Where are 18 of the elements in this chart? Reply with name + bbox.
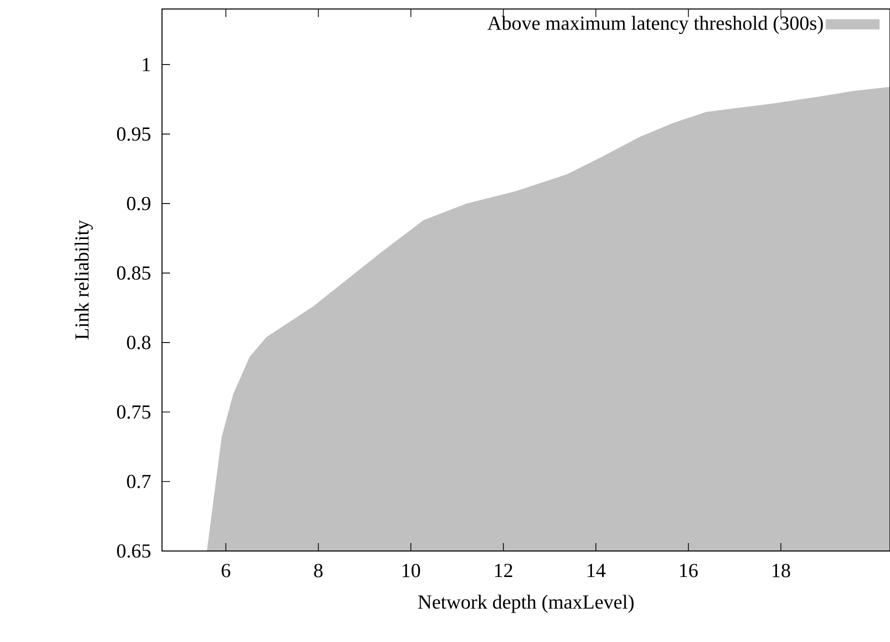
x-tick-label: 16 <box>680 564 698 578</box>
y-tick-label: 0.7 <box>127 474 151 488</box>
x-tick-label: 8 <box>314 564 323 578</box>
x-tick-label: 18 <box>772 564 790 578</box>
y-tick-label: 0.95 <box>117 127 150 141</box>
y-axis-title: Link reliability <box>74 220 93 340</box>
legend-label: Above maximum latency threshold (300s) <box>487 16 823 34</box>
x-tick-label: 6 <box>222 564 230 578</box>
y-tick-label: 1 <box>142 58 150 72</box>
y-tick-label: 0.75 <box>117 405 150 419</box>
x-tick-label: 10 <box>402 564 420 578</box>
y-tick-label: 0.9 <box>127 196 150 210</box>
y-tick-label: 0.65 <box>117 544 150 558</box>
x-axis-title: Network depth (maxLevel) <box>418 594 634 613</box>
x-tick-label: 12 <box>495 564 512 578</box>
y-tick-label: 0.8 <box>127 336 150 350</box>
x-tick-label: 14 <box>588 564 606 577</box>
y-tick-label: 0.85 <box>117 266 150 280</box>
